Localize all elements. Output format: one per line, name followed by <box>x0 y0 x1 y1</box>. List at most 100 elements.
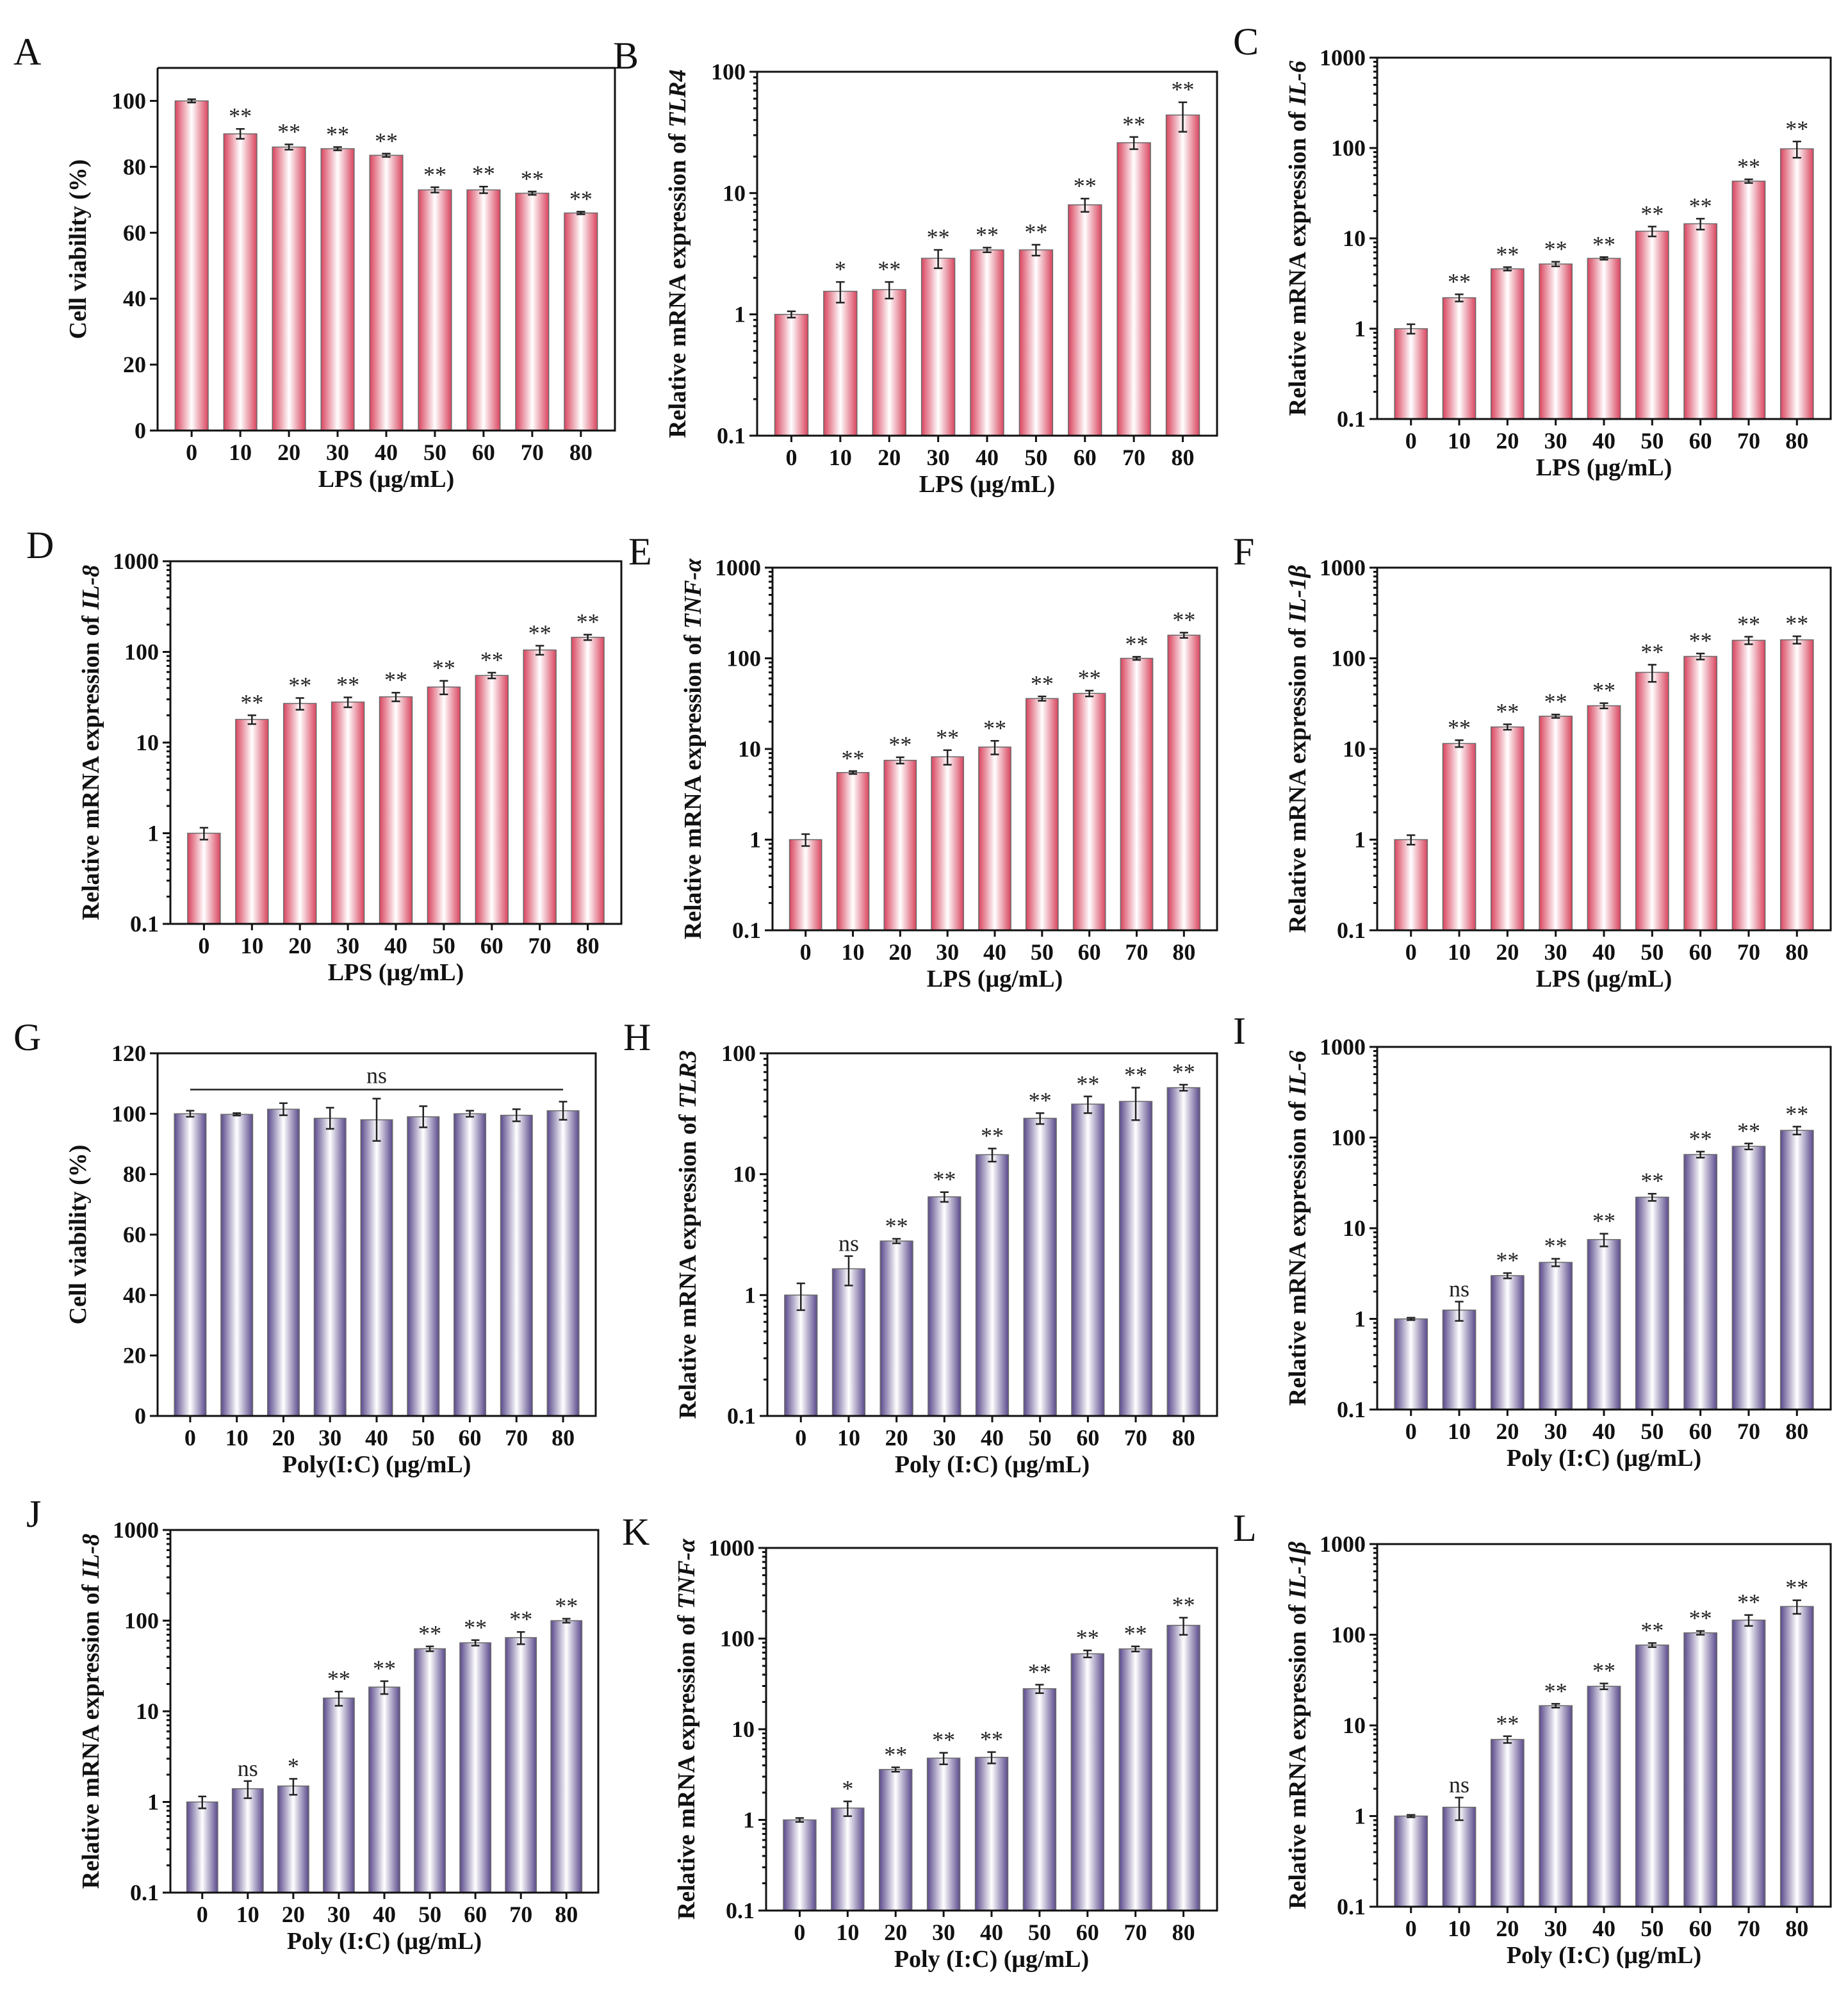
x-tick-label: 30 <box>936 939 959 965</box>
y-tick-label: 1 <box>744 1282 756 1308</box>
panel-i: Ins ** ** ** ** ** ** ** 0.1 1 10 100 1000 0 10 20 30 40 5… <box>1233 1010 1832 1472</box>
significance-mark: ** <box>885 1213 908 1239</box>
panel-letter: J <box>26 1493 41 1535</box>
significance-mark: ** <box>277 119 300 144</box>
x-tick-label: 0 <box>198 933 209 958</box>
y-tick-label: 10 <box>732 1716 755 1742</box>
significance-mark: ** <box>1640 639 1664 664</box>
bar <box>928 1196 961 1417</box>
x-tick-label: 80 <box>569 440 593 465</box>
y-tick-label: 1000 <box>1320 555 1366 580</box>
significance-mark: ** <box>327 1666 350 1691</box>
significance-mark: ns <box>1449 1276 1469 1302</box>
y-axis-label: Relative mRNA expression of IL-1β <box>1284 565 1311 933</box>
significance-mark: ** <box>1448 714 1471 740</box>
y-tick-label: 10 <box>1343 736 1366 762</box>
significance-mark: ** <box>884 1741 907 1767</box>
bar <box>883 759 917 931</box>
panel-d: D ** ** ** ** ** ** ** ** 0.1 1 10 100 1000 0 10 20 30 40 5… <box>26 524 623 986</box>
bar <box>266 1108 300 1417</box>
y-axis-label-text: Relative mRNA expression of <box>673 1609 700 1920</box>
significance-mark: ** <box>1124 1062 1147 1088</box>
bar <box>1683 223 1717 420</box>
x-tick-label: 50 <box>1028 1920 1051 1945</box>
significance-mark: ** <box>1544 1233 1567 1259</box>
x-tick-label: 70 <box>509 1902 532 1927</box>
significance-mark: ** <box>1031 671 1054 696</box>
bar <box>235 719 269 925</box>
bar <box>1116 142 1151 436</box>
significance-mark: ** <box>326 121 349 147</box>
y-tick-label: 100 <box>124 1608 159 1634</box>
bar <box>550 1620 583 1893</box>
bar <box>1779 148 1814 420</box>
bar <box>1491 726 1525 931</box>
significance-mark: ** <box>1592 1658 1615 1684</box>
significance-mark: ** <box>528 620 552 646</box>
bar <box>1166 1087 1200 1417</box>
bar <box>879 1240 913 1417</box>
y-axis-label-text: Relative mRNA expression of <box>1284 105 1311 416</box>
y-axis-gene-name: IL-1β <box>1284 1542 1311 1600</box>
y-tick-label: 100 <box>721 1040 756 1066</box>
x-tick-label: 0 <box>184 1425 196 1451</box>
bar <box>313 1117 347 1417</box>
significance-mark: ** <box>1689 193 1712 218</box>
bar <box>1683 1632 1717 1907</box>
significance-mark: ** <box>464 1615 487 1640</box>
bar <box>174 1113 207 1417</box>
y-tick-label: 1 <box>1354 316 1366 341</box>
x-axis-label: LPS (μg/mL) <box>1536 966 1672 992</box>
bar <box>1491 1275 1525 1410</box>
x-tick-label: 20 <box>282 1902 305 1927</box>
y-axis-label: Cell viability (%) <box>65 1145 92 1325</box>
significance-mark: ** <box>1125 631 1148 657</box>
significance-mark: ns <box>238 1756 258 1781</box>
y-tick-label: 100 <box>111 1101 146 1126</box>
x-tick-label: 60 <box>459 1425 482 1451</box>
plot-frame <box>771 566 1218 932</box>
x-tick-label: 20 <box>888 939 912 965</box>
bar <box>872 289 906 436</box>
bar <box>1070 1653 1105 1911</box>
bar <box>878 1769 913 1911</box>
x-tick-label: 80 <box>1172 939 1195 965</box>
significance-mark: ** <box>983 715 1006 741</box>
x-tick-label: 40 <box>365 1425 388 1451</box>
y-axis-label-text: Relative mRNA expression of <box>1284 1599 1311 1909</box>
bar <box>1779 1130 1814 1410</box>
x-tick-label: 60 <box>1076 1920 1099 1945</box>
x-tick-label: 60 <box>1078 939 1101 965</box>
x-tick-label: 20 <box>1496 1418 1519 1444</box>
x-tick-label: 10 <box>1448 939 1471 965</box>
bar <box>369 154 404 431</box>
significance-mark: ** <box>1124 1621 1147 1647</box>
y-tick-label: 0.1 <box>1337 917 1366 943</box>
significance-mark: ** <box>1737 611 1760 637</box>
x-tick-label: 80 <box>555 1902 578 1927</box>
y-tick-label: 100 <box>111 88 146 113</box>
x-tick-label: 70 <box>1124 1425 1147 1451</box>
y-axis-label-text: Relative mRNA expression of <box>78 609 104 920</box>
significance-mark: ** <box>1592 231 1615 257</box>
y-tick-label: 40 <box>123 1282 146 1308</box>
bar <box>1442 1310 1476 1410</box>
bar <box>1587 1686 1621 1907</box>
y-tick-label: 100 <box>1331 1622 1366 1648</box>
x-tick-label: 60 <box>480 933 503 958</box>
y-axis-label-text: Cell viability (%) <box>65 160 92 340</box>
y-axis-label-text: Relative mRNA expression of <box>1284 622 1311 933</box>
x-tick-label: 70 <box>1122 445 1145 470</box>
significance-mark: ** <box>1078 665 1101 691</box>
y-tick-label: 100 <box>726 646 761 671</box>
bar <box>784 1294 818 1417</box>
x-tick-label: 0 <box>785 445 797 470</box>
bar <box>1394 328 1428 420</box>
x-tick-label: 20 <box>885 1425 908 1451</box>
x-tick-label: 30 <box>932 1920 955 1945</box>
y-axis-gene-name: TNF-α <box>673 1538 700 1609</box>
x-tick-label: 70 <box>1737 1916 1760 1941</box>
significance-mark: ** <box>423 161 446 187</box>
